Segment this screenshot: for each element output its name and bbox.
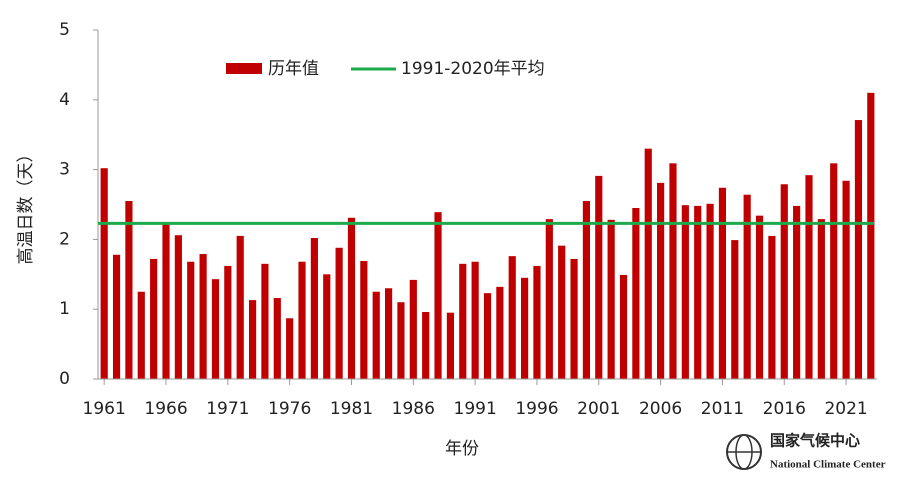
bar bbox=[496, 286, 504, 379]
bar bbox=[286, 318, 294, 379]
bar bbox=[187, 261, 195, 379]
bar bbox=[360, 261, 368, 379]
bar bbox=[483, 293, 492, 379]
bar bbox=[558, 245, 566, 379]
bar bbox=[248, 300, 257, 379]
bar bbox=[657, 182, 665, 379]
y-tick-label: 1 bbox=[59, 299, 70, 319]
y-tick-label: 4 bbox=[59, 90, 70, 110]
bar bbox=[842, 180, 850, 379]
bar bbox=[669, 163, 677, 379]
logo: 国家气候中心 National Climate Center bbox=[726, 432, 886, 471]
bar bbox=[137, 291, 145, 379]
legend-label: 历年值 bbox=[268, 59, 319, 79]
bar bbox=[681, 205, 689, 379]
bar bbox=[112, 254, 121, 379]
bar bbox=[768, 235, 776, 379]
bar bbox=[273, 298, 281, 379]
x-tick-label: 1961 bbox=[83, 399, 126, 419]
bar bbox=[582, 201, 591, 379]
x-tick-label: 2006 bbox=[639, 399, 682, 419]
bar bbox=[780, 184, 788, 379]
x-axis-label: 年份 bbox=[445, 439, 479, 459]
bar bbox=[459, 263, 467, 379]
legend-label: 1991-2020年平均 bbox=[401, 59, 545, 79]
bar bbox=[830, 163, 838, 379]
x-tick-label: 1976 bbox=[268, 399, 311, 419]
bar bbox=[446, 312, 454, 379]
bar bbox=[224, 265, 232, 379]
bar bbox=[570, 258, 578, 379]
bar bbox=[236, 235, 244, 379]
bar bbox=[384, 288, 393, 379]
bar bbox=[545, 219, 553, 379]
x-tick-label: 1991 bbox=[454, 399, 497, 419]
bar bbox=[199, 254, 207, 379]
bar bbox=[298, 261, 306, 379]
bar bbox=[632, 207, 640, 379]
y-tick-label: 0 bbox=[59, 369, 70, 389]
bar bbox=[521, 277, 529, 379]
bar bbox=[533, 265, 541, 379]
bar bbox=[743, 194, 751, 379]
bar bbox=[508, 256, 516, 379]
bar bbox=[211, 279, 220, 379]
bar bbox=[854, 120, 863, 380]
bar bbox=[335, 247, 343, 379]
legend-swatch bbox=[226, 63, 262, 74]
bar bbox=[718, 187, 727, 379]
bar bbox=[619, 274, 628, 379]
bar bbox=[817, 219, 825, 379]
bar bbox=[694, 205, 702, 379]
bar bbox=[347, 217, 356, 379]
logo-name-en: National Climate Center bbox=[770, 459, 886, 471]
bar bbox=[174, 235, 182, 379]
bar bbox=[755, 215, 764, 379]
bar bbox=[595, 175, 603, 379]
bar bbox=[162, 224, 170, 379]
bar bbox=[100, 168, 108, 379]
bar bbox=[372, 291, 380, 379]
y-tick-label: 5 bbox=[59, 20, 70, 40]
x-tick-label: 1996 bbox=[515, 399, 558, 419]
bar bbox=[867, 92, 875, 379]
bar bbox=[706, 203, 714, 379]
bar bbox=[125, 201, 133, 379]
logo-name-cn: 国家气候中心 bbox=[770, 432, 860, 450]
x-tick-label: 2011 bbox=[701, 399, 744, 419]
bar bbox=[422, 311, 430, 379]
bar bbox=[434, 212, 442, 379]
bar bbox=[409, 279, 417, 379]
bar bbox=[793, 205, 801, 379]
x-tick-label: 2016 bbox=[763, 399, 806, 419]
y-axis-label: 高温日数（天） bbox=[16, 146, 36, 265]
x-tick-label: 1966 bbox=[144, 399, 187, 419]
bar bbox=[310, 238, 318, 379]
x-tick-label: 2021 bbox=[824, 399, 867, 419]
bar bbox=[607, 219, 615, 379]
bar bbox=[644, 148, 652, 379]
bar bbox=[397, 302, 405, 379]
y-tick-label: 3 bbox=[59, 160, 70, 180]
bar bbox=[731, 240, 739, 379]
x-tick-label: 1986 bbox=[392, 399, 435, 419]
bar bbox=[323, 274, 331, 379]
x-tick-label: 1981 bbox=[330, 399, 373, 419]
y-tick-label: 2 bbox=[59, 229, 70, 249]
x-tick-label: 2001 bbox=[577, 399, 620, 419]
bar bbox=[261, 263, 269, 379]
bar bbox=[150, 258, 158, 379]
x-tick-label: 1971 bbox=[206, 399, 249, 419]
bar bbox=[471, 261, 479, 379]
bar bbox=[805, 175, 813, 379]
